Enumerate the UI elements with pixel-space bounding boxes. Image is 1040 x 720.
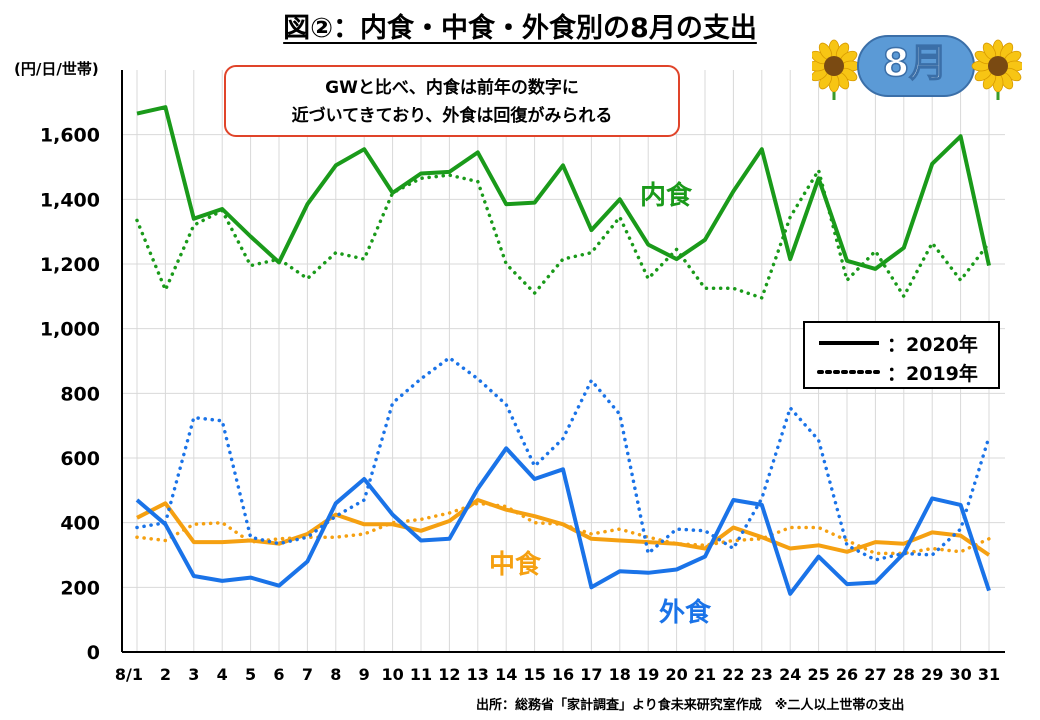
x-tick-label: 18 — [609, 665, 631, 684]
x-tick-label: 23 — [751, 665, 773, 684]
x-tick-label: 31 — [978, 665, 1000, 684]
legend-label-2019: ：2019年 — [887, 363, 978, 385]
series-label-soto: 外食 — [659, 598, 712, 628]
x-tick-label: 3 — [188, 665, 199, 684]
x-tick-label: 27 — [864, 665, 886, 684]
y-tick-label: 200 — [60, 577, 100, 599]
x-tick-label: 11 — [410, 665, 432, 684]
x-tick-label: 15 — [523, 665, 545, 684]
legend: ：2020年 ：2019年 — [803, 321, 1000, 389]
x-tick-label: 28 — [893, 665, 915, 684]
series-line-soto-2020 — [135, 446, 991, 596]
x-tick-label: 26 — [836, 665, 858, 684]
x-tick-label: 30 — [949, 665, 971, 684]
callout-box: GWと比べ、内食は前年の数字に 近づいてきており、外食は回復がみられる — [224, 65, 680, 137]
x-tick-label: 21 — [694, 665, 716, 684]
chart-title: 図②：内食・中食・外食別の8月の支出 — [283, 13, 757, 44]
legend-label-2020: ：2020年 — [887, 334, 978, 356]
sunflower-icon — [971, 39, 1022, 100]
month-badge — [812, 35, 1022, 100]
x-tick-label: 16 — [552, 665, 574, 684]
x-tick-label: 6 — [273, 665, 284, 684]
x-tick-label: 19 — [637, 665, 659, 684]
y-tick-label: 1,200 — [40, 254, 100, 276]
x-tick-label: 9 — [359, 665, 370, 684]
series-line-uchi-2019 — [135, 168, 991, 300]
y-tick-label: 1,400 — [40, 189, 100, 211]
x-tick-label: 7 — [302, 665, 313, 684]
series-label-naka: 中食 — [489, 550, 542, 580]
x-tick-label: 2 — [160, 665, 171, 684]
source-note: 出所：総務省「家計調査」より食未来研究室作成 ※二人以上世帯の支出 — [476, 698, 905, 713]
y-tick-label: 1,000 — [40, 319, 100, 341]
x-tick-label: 29 — [921, 665, 943, 684]
legend-item-2019: ：2019年 — [815, 357, 995, 387]
x-tick-label: 14 — [495, 665, 517, 684]
legend-item-2020: ：2020年 — [815, 328, 995, 358]
y-tick-label: 600 — [60, 448, 100, 470]
x-tick-label: 8/1 — [115, 665, 143, 684]
callout-line-2: 近づいてきており、外食は回復がみられる — [291, 106, 613, 126]
x-tick-label: 10 — [381, 665, 403, 684]
x-tick-label: 24 — [779, 665, 801, 684]
sunflower-icon — [812, 39, 861, 100]
x-tick-label: 12 — [438, 665, 460, 684]
series-line-naka-2019 — [135, 501, 991, 556]
callout-line-1: GWと比べ、内食は前年の数字に — [325, 78, 579, 98]
x-tick-label: 13 — [467, 665, 489, 684]
y-tick-label: 1,600 — [40, 125, 100, 147]
x-tick-label: 25 — [807, 665, 829, 684]
y-tick-label: 800 — [60, 383, 100, 405]
x-tick-label: 17 — [580, 665, 602, 684]
y-tick-label: 400 — [60, 513, 100, 535]
x-tick-label: 5 — [245, 665, 256, 684]
series-line-uchi-2020 — [136, 105, 991, 271]
y-tick-label: 0 — [87, 642, 100, 664]
x-tick-label: 20 — [665, 665, 687, 684]
x-tick-label: 22 — [722, 665, 744, 684]
series-line-soto-2019 — [135, 356, 991, 562]
series-label-uchi: 内食 — [640, 181, 693, 211]
x-tick-label: 8 — [330, 665, 341, 684]
x-tick-label: 4 — [217, 665, 228, 684]
y-axis-label: (円/日/世帯) — [14, 60, 99, 78]
badge-month-label: 8月 — [882, 40, 948, 86]
